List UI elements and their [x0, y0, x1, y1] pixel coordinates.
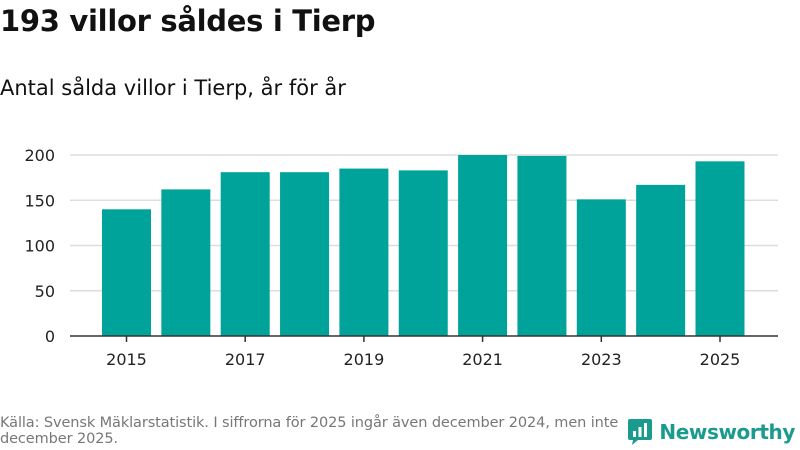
bar-2016 — [161, 189, 211, 336]
bars — [102, 155, 745, 336]
bar-2019 — [339, 168, 389, 336]
bar-2022 — [517, 155, 567, 336]
chart-title: 193 villor såldes i Tierp — [0, 4, 376, 38]
x-tick-label: 2021 — [462, 350, 503, 369]
bar-2015 — [102, 209, 151, 336]
newsworthy-brand: Newsworthy — [627, 418, 795, 446]
brand-name: Newsworthy — [659, 420, 795, 444]
source-footnote: Källa: Svensk Mäklarstatistik. I siffror… — [0, 415, 619, 447]
bar-2025 — [695, 161, 745, 336]
y-tick-label: 50 — [35, 282, 55, 301]
chart-subtitle: Antal sålda villor i Tierp, år för år — [0, 76, 346, 100]
bar-2017 — [220, 172, 270, 336]
bar-2023 — [576, 199, 626, 336]
y-axis: 0 50 100 150 200 — [24, 146, 55, 346]
x-axis: 2015 2017 2019 2021 2023 2025 — [70, 335, 778, 369]
bar-2018 — [280, 172, 330, 336]
y-tick-label: 150 — [24, 191, 55, 210]
bar-2024 — [636, 184, 686, 336]
y-tick-label: 200 — [24, 146, 55, 165]
bar-2020 — [398, 170, 448, 336]
bar-2021 — [458, 155, 508, 336]
y-tick-label: 100 — [24, 237, 55, 256]
x-tick-label: 2025 — [700, 350, 741, 369]
x-tick-label: 2019 — [344, 350, 385, 369]
y-tick-label: 0 — [45, 327, 55, 346]
x-tick-label: 2023 — [581, 350, 622, 369]
x-tick-label: 2015 — [106, 350, 147, 369]
bar-chart: 0 50 100 150 200 2015 2017 2019 2021 2023 2025 — [24, 146, 778, 369]
newsworthy-logo-icon — [628, 419, 653, 445]
x-tick-label: 2017 — [225, 350, 266, 369]
